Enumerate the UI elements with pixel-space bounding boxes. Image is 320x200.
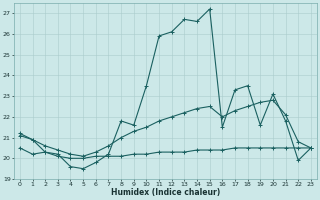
X-axis label: Humidex (Indice chaleur): Humidex (Indice chaleur) xyxy=(111,188,220,197)
